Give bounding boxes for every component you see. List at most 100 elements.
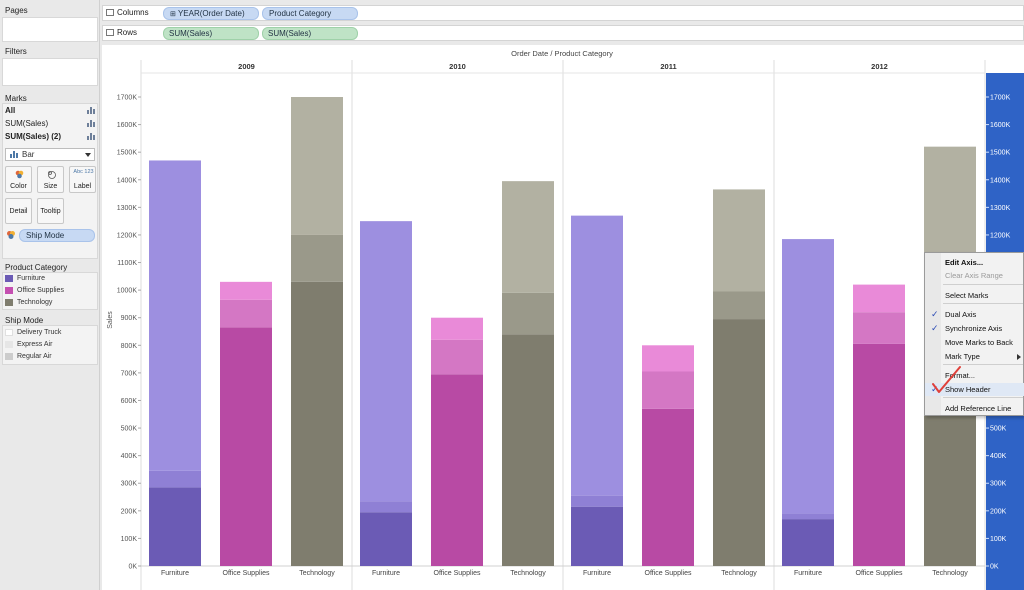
menu-item-label: Dual Axis [945, 310, 977, 319]
columns-label-text: Columns [117, 8, 149, 17]
bar-segment-2011-technology-express-air [713, 291, 765, 320]
bar-segment-2009-technology-express-air [291, 234, 343, 282]
y-tick-label: 1300K [117, 205, 138, 212]
menu-item-show-header[interactable]: ✓ Show Header [925, 383, 1024, 396]
menu-item-mark-type[interactable]: Mark Type [925, 350, 1024, 363]
ship-mode-legend [2, 325, 98, 365]
marks-row-sum-sales-2[interactable]: SUM(Sales) (2) [5, 132, 97, 141]
menu-item-label: Move Marks to Back [945, 338, 1013, 347]
menu-item-format[interactable]: Format... [925, 369, 1024, 382]
legend-label: Technology [17, 299, 53, 306]
menu-separator [943, 397, 1023, 398]
bar-segment-2010-technology-regular-air [502, 181, 554, 293]
bar-segment-2009-furniture-delivery-truck [149, 487, 201, 566]
y-tick-label: 700K [121, 370, 138, 377]
year-header-2010: 2010 [449, 62, 466, 71]
rows-label-text: Rows [117, 28, 138, 37]
detail-button-label: Detail [9, 208, 28, 215]
right-y-tick-label: 1200K [990, 232, 1011, 239]
marks-row-label: All [5, 106, 16, 115]
legend-item-technology[interactable]: Technology [5, 298, 52, 307]
marks-row-sum-sales[interactable]: SUM(Sales) [5, 119, 97, 128]
bar-segment-2011-furniture-delivery-truck [571, 506, 623, 566]
left-panel: Pages Filters Marks All SUM(Sales) SUM(S… [0, 0, 100, 590]
x-tick-label: Furniture [372, 570, 400, 577]
palette-icon [15, 170, 24, 179]
rows-shelf-label: Rows [106, 28, 137, 37]
filters-shelf[interactable] [2, 58, 98, 86]
right-y-tick-label: 300K [990, 481, 1007, 488]
ship-mode-pill[interactable]: Ship Mode [19, 229, 95, 242]
y-tick-label: 1000K [117, 288, 138, 295]
bar-segment-2011-office-supplies-regular-air [642, 345, 694, 372]
menu-item-label: Synchronize Axis [945, 324, 1003, 333]
mark-type-value: Bar [22, 150, 35, 159]
menu-separator [943, 284, 1023, 285]
chevron-right-icon [1017, 354, 1021, 360]
menu-item-edit-axis[interactable]: Edit Axis... [925, 256, 1024, 269]
y-tick-label: 500K [121, 426, 138, 433]
x-tick-label: Technology [510, 570, 546, 577]
right-y-tick-label: 100K [990, 536, 1007, 543]
pages-shelf[interactable] [2, 17, 98, 42]
right-y-tick-label: 1300K [990, 205, 1011, 212]
size-button[interactable]: Size [37, 166, 64, 193]
marks-row-all[interactable]: All [5, 106, 97, 115]
marks-row-label: SUM(Sales) [5, 119, 49, 128]
legend-item-furniture[interactable]: Furniture [5, 274, 45, 283]
legend-item-delivery-truck[interactable]: Delivery Truck [5, 328, 61, 337]
legend-swatch [5, 353, 13, 360]
x-tick-label: Technology [299, 570, 335, 577]
menu-item-label: Format... [945, 371, 976, 380]
rows-pill-sum-sales-2[interactable]: SUM(Sales) [262, 27, 358, 40]
bar-segment-2011-technology-delivery-truck [713, 319, 765, 566]
bar-segment-2012-furniture-regular-air [782, 239, 834, 514]
legend-item-express-air[interactable]: Express Air [5, 340, 52, 349]
bar-chart-icon [87, 107, 95, 114]
menu-item-select-marks[interactable]: Select Marks [925, 289, 1024, 302]
tooltip-button-label: Tooltip [40, 208, 61, 215]
y-tick-label: 900K [121, 315, 138, 322]
size-icon [47, 170, 56, 179]
menu-item-synchronize-axis[interactable]: ✓ Synchronize Axis [925, 322, 1024, 335]
right-y-tick-label: 1600K [990, 122, 1011, 129]
rows-pill-sum-sales[interactable]: SUM(Sales) [163, 27, 259, 40]
legend-item-regular-air[interactable]: Regular Air [5, 352, 52, 361]
bar-segment-2010-office-supplies-express-air [431, 339, 483, 375]
checkmark-icon: ✓ [931, 309, 939, 319]
bar-segment-2011-technology-regular-air [713, 189, 765, 292]
legend-item-office-supplies[interactable]: Office Supplies [5, 286, 64, 295]
menu-item-move-marks-to-back[interactable]: Move Marks to Back [925, 336, 1024, 349]
tooltip-button[interactable]: Tooltip [37, 198, 64, 224]
menu-item-dual-axis[interactable]: ✓ Dual Axis [925, 308, 1024, 321]
right-y-tick-label: 1500K [990, 150, 1011, 157]
menu-item-label: Mark Type [945, 352, 980, 361]
product-category-legend [2, 272, 98, 310]
bar-segment-2010-technology-express-air [502, 292, 554, 335]
y-tick-label: 1600K [117, 122, 138, 129]
rows-icon [106, 29, 114, 36]
bar-segment-2010-furniture-delivery-truck [360, 512, 412, 566]
menu-item-add-reference-line[interactable]: Add Reference Line [925, 402, 1024, 415]
year-header-2011: 2011 [660, 62, 676, 71]
right-y-tick-label: 200K [990, 508, 1007, 515]
menu-item-label: Clear Axis Range [945, 271, 1003, 280]
color-button[interactable]: Color [5, 166, 32, 193]
columns-shelf[interactable]: Columns ⊞ YEAR(Order Date) Product Categ… [102, 5, 1024, 21]
columns-pill-year-order-date[interactable]: ⊞ YEAR(Order Date) [163, 7, 259, 20]
year-header-2012: 2012 [871, 62, 888, 71]
mark-type-dropdown[interactable]: Bar [5, 148, 95, 161]
filters-card-title: Filters [5, 47, 27, 56]
bar-chart-icon [87, 120, 95, 127]
menu-item-label: Add Reference Line [945, 404, 1012, 413]
detail-button[interactable]: Detail [5, 198, 32, 224]
menu-item-label: Select Marks [945, 291, 989, 300]
x-tick-label: Furniture [583, 570, 611, 577]
label-button[interactable]: Abc 123 Label [69, 166, 96, 193]
x-tick-label: Technology [932, 570, 968, 577]
y-tick-label: 1700K [117, 95, 138, 102]
rows-shelf[interactable]: Rows SUM(Sales) SUM(Sales) [102, 25, 1024, 41]
bar-segment-2011-furniture-express-air [571, 495, 623, 507]
columns-pill-product-category[interactable]: Product Category [262, 7, 358, 20]
